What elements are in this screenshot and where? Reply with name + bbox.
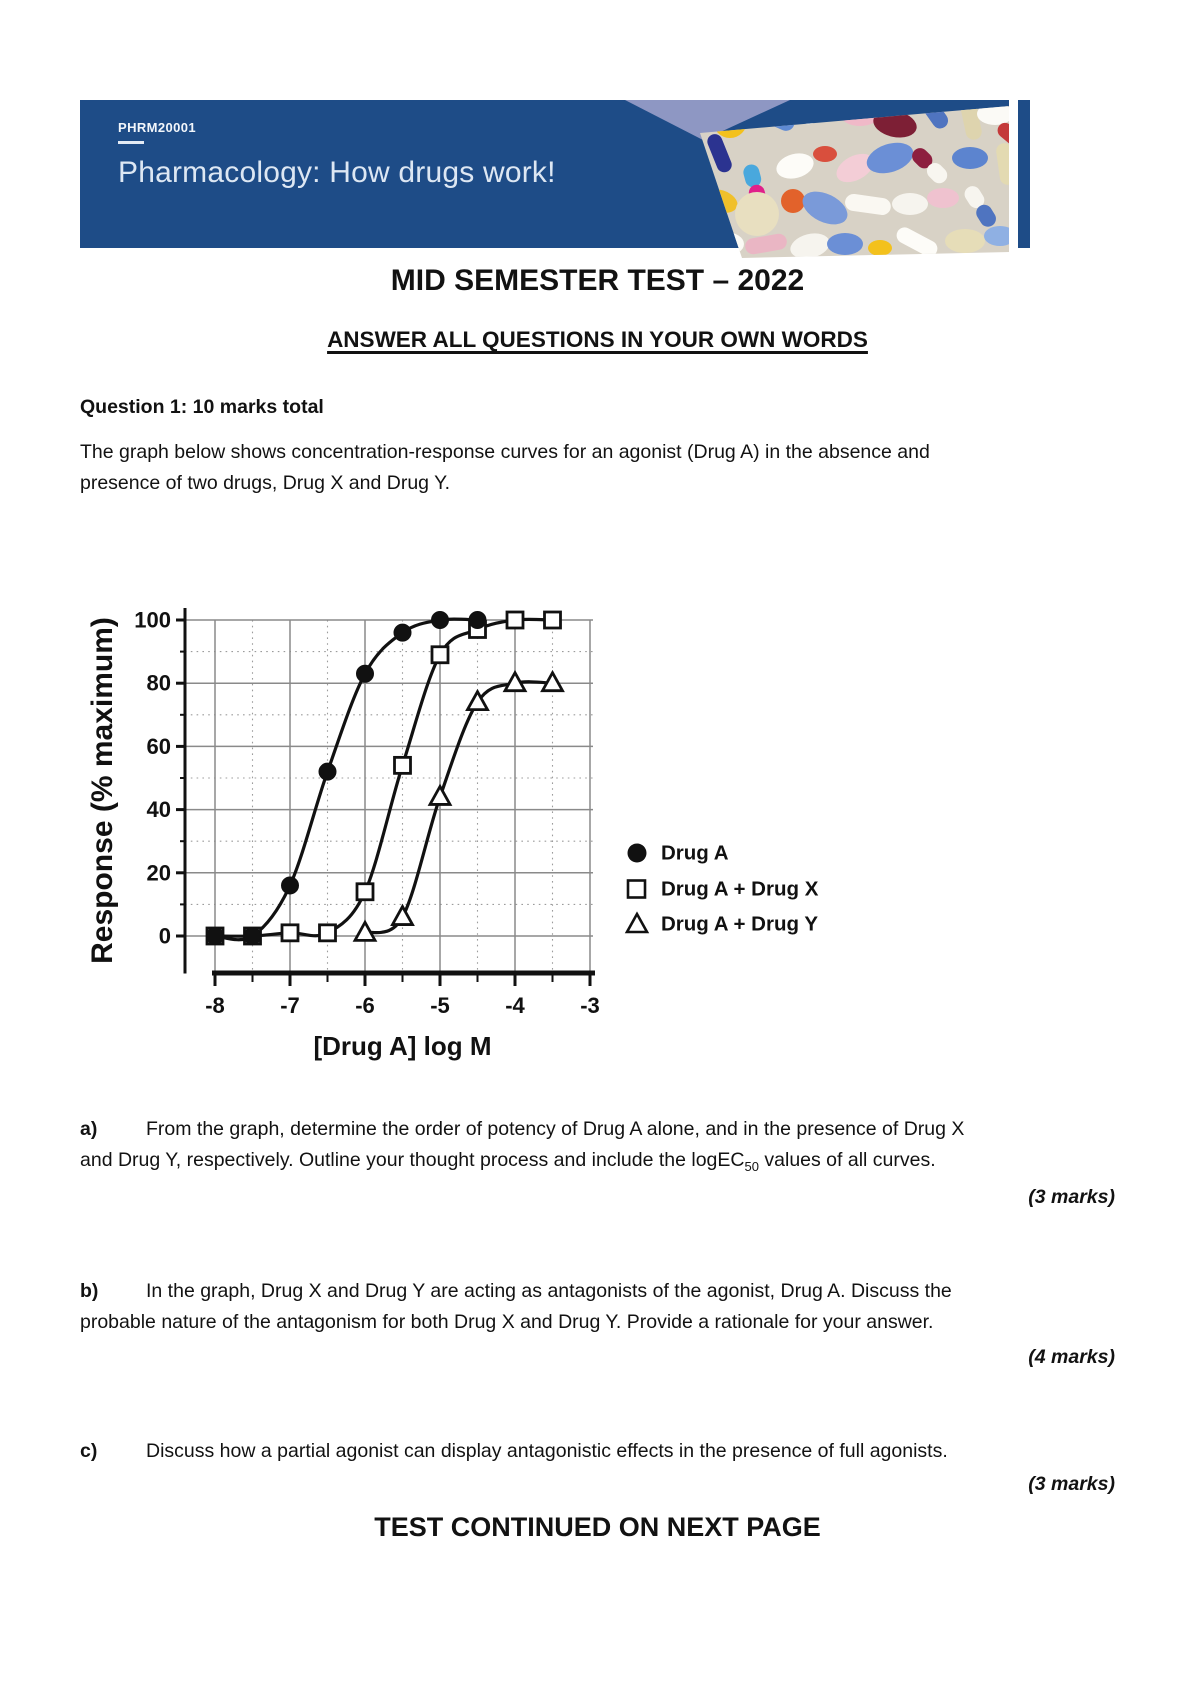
course-banner: PHRM20001 Pharmacology: How drugs work! — [80, 100, 1030, 258]
x-axis-title: [Drug A] log M — [313, 1031, 491, 1061]
question1-intro-line2: presence of two drugs, Drug X and Drug Y… — [80, 472, 450, 494]
x-tick-label: -3 — [580, 993, 600, 1018]
y-axis-title: Response (% maximum) — [86, 617, 119, 964]
tick-labels: 0 20 40 60 80 100 -8 -7 -6 -5 -4 -3 — [134, 608, 600, 1019]
question1-intro-line1: The graph below shows concentration-resp… — [80, 441, 930, 463]
part-a-label: a) — [80, 1118, 98, 1140]
y-tick-label: 100 — [134, 608, 171, 633]
x-tick-label: -8 — [205, 993, 225, 1018]
dose-response-chart: 0 20 40 60 80 100 -8 -7 -6 -5 -4 -3 Response (% maxi… — [85, 553, 825, 1065]
course-code: PHRM20001 — [118, 120, 197, 135]
part-a-line2: and Drug Y, respectively. Outline your t… — [80, 1149, 936, 1174]
question1-heading: Question 1: 10 marks total — [80, 396, 324, 418]
part-c-line1: c) Discuss how a partial agonist can disp… — [80, 1440, 948, 1462]
curve-drug-a-drug-y — [364, 680, 553, 935]
curve-drug-a-drug-x — [214, 617, 553, 938]
banner-rule — [118, 141, 144, 144]
test-continued-note: TEST CONTINUED ON NEXT PAGE — [374, 1512, 821, 1542]
y-tick-label: 20 — [147, 860, 171, 885]
part-b-label: b) — [80, 1280, 99, 1302]
ec50-subscript: 50 — [744, 1158, 759, 1174]
pills-photo — [625, 100, 1018, 258]
chart-legend: Drug A Drug A + Drug X Drug A + Drug Y — [624, 842, 819, 936]
page-title: MID SEMESTER TEST – 2022 — [390, 264, 805, 297]
part-b-marks: (4 marks) — [1028, 1346, 1115, 1368]
x-tick-label: -6 — [355, 993, 375, 1018]
legend-label: Drug A + Drug Y — [661, 913, 818, 936]
y-tick-label: 80 — [147, 671, 171, 696]
legend-label: Drug A — [661, 842, 729, 865]
markers-drug-a-drug-y — [352, 669, 565, 942]
legend-item-drug-a-drug-x: Drug A + Drug X — [626, 878, 819, 901]
curve-drug-a — [214, 617, 478, 942]
banner-title: Pharmacology: How drugs work! — [118, 156, 556, 189]
part-a-line1: a) From the graph, determine the order of… — [80, 1118, 965, 1140]
part-c-label: c) — [80, 1440, 98, 1462]
legend-item-drug-a-drug-y: Drug A + Drug Y — [624, 911, 818, 936]
legend-label: Drug A + Drug X — [661, 878, 819, 901]
axes — [176, 608, 595, 986]
banner-accent-wedge — [625, 100, 790, 140]
grid — [185, 619, 593, 971]
part-b-line2: probable nature of the antagonism for bo… — [80, 1311, 934, 1333]
x-tick-label: -4 — [505, 993, 525, 1018]
legend-item-drug-a: Drug A — [627, 842, 729, 865]
x-tick-label: -7 — [280, 993, 300, 1018]
y-tick-label: 60 — [147, 734, 171, 759]
y-tick-label: 0 — [159, 924, 171, 949]
y-tick-label: 40 — [147, 797, 171, 822]
banner-text-block: PHRM20001 Pharmacology: How drugs work! — [118, 120, 556, 190]
dose-response-chart-svg: 0 20 40 60 80 100 -8 -7 -6 -5 -4 -3 Response (% maxi… — [86, 608, 819, 1062]
instructions-heading: ANSWER ALL QUESTIONS IN YOUR OWN WORDS — [327, 327, 868, 352]
part-c-marks: (3 marks) — [1028, 1473, 1115, 1495]
markers-drug-a — [206, 611, 487, 945]
part-a-marks: (3 marks) — [1028, 1186, 1115, 1208]
x-tick-label: -5 — [430, 993, 450, 1018]
part-b-line1: b) In the graph, Drug X and Drug Y are ac… — [80, 1280, 952, 1302]
